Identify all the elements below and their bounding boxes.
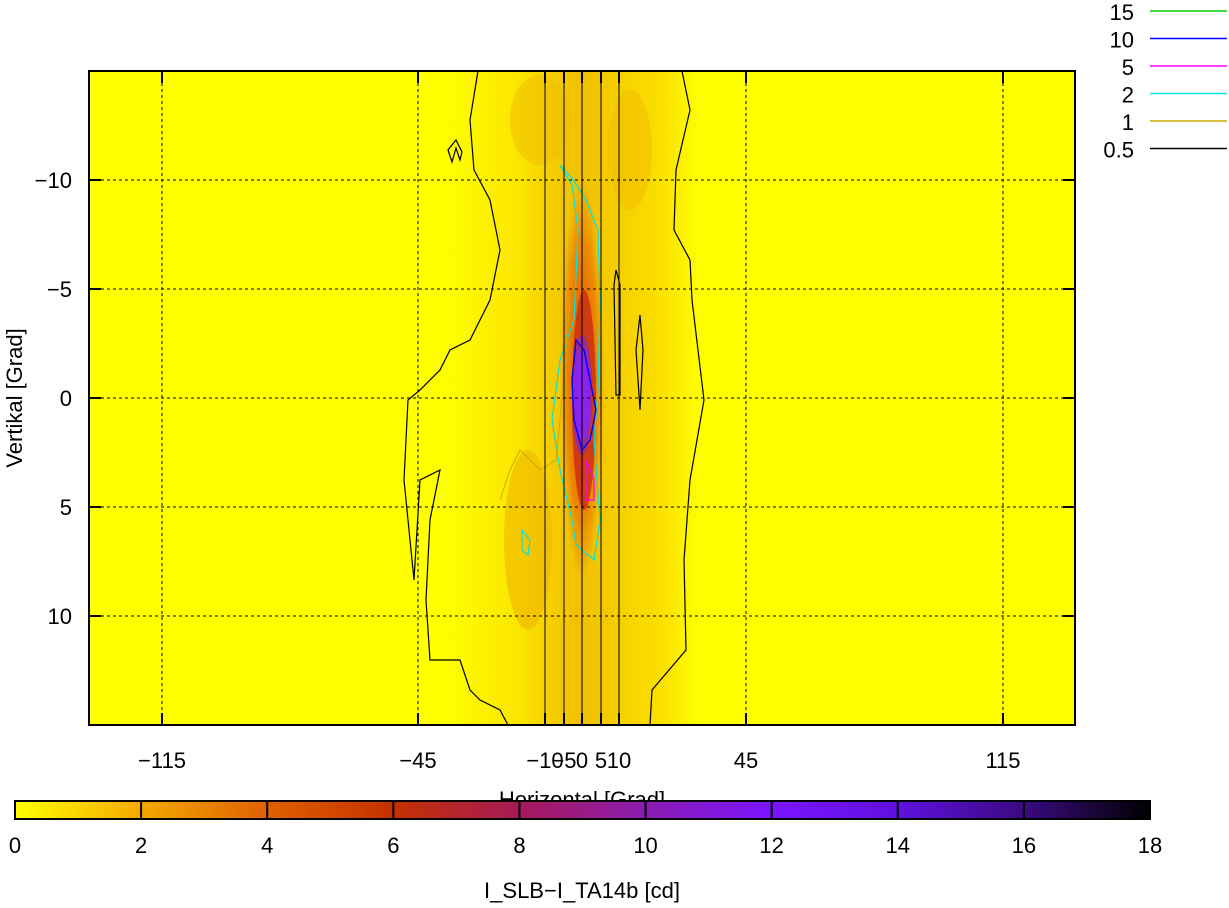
- colorbar-tick-label: 6: [387, 833, 399, 858]
- contour-0.5-right: [649, 70, 705, 726]
- x-tick-label: −115: [138, 748, 186, 773]
- x-tick-label: −5: [551, 748, 576, 773]
- colorbar: 0 2 4 6 8 10 12 14 16 18 I_SLB−I_TA14b [cd]: [9, 800, 1162, 903]
- colorbar-tick-label: 2: [135, 833, 147, 858]
- x-tick-label: 45: [734, 748, 758, 773]
- colorbar-tick-label: 0: [9, 833, 21, 858]
- colorbar-tick-label: 10: [633, 833, 657, 858]
- colorbar-tick-label: 14: [886, 833, 910, 858]
- y-ticks: −10 −5 0 5 10: [35, 168, 1075, 629]
- legend-label: 2: [1122, 83, 1134, 108]
- legend-label: 10: [1110, 28, 1134, 53]
- x-tick-label: 10: [607, 748, 631, 773]
- heatmap-band-upper: [510, 75, 570, 165]
- colorbar-tick-label: 12: [759, 833, 783, 858]
- x-ticks: −115 −45 −10−5 0 5 10 45 115: [138, 71, 1021, 773]
- y-axis-label: Vertikal [Grad]: [2, 328, 27, 467]
- x-tick-label: 5: [595, 748, 607, 773]
- colorbar-tick-label: 8: [513, 833, 525, 858]
- x-tick-label: 0: [576, 748, 588, 773]
- contour-0.5-island-left: [447, 138, 463, 165]
- contour-1: [499, 299, 571, 501]
- legend-label: 5: [1122, 55, 1134, 80]
- legend-label: 1: [1122, 110, 1134, 135]
- colorbar-rect: [14, 800, 1151, 820]
- contour-10: [571, 338, 597, 452]
- colorbar-label: I_SLB−I_TA14b [cd]: [484, 878, 680, 903]
- legend-label: 15: [1110, 0, 1134, 25]
- x-tick-label: −10: [526, 748, 563, 773]
- y-tick-label: −10: [35, 168, 72, 193]
- colorbar-ticks: 0 2 4 6 8 10 12 14 16 18: [9, 801, 1162, 858]
- contour-0.5-main: [403, 70, 509, 726]
- heatmap-band-left: [504, 450, 552, 630]
- grid-lines: [89, 71, 1075, 725]
- contour-legend: 15 105 21 0.5: [1103, 0, 1227, 163]
- contour-2: [551, 164, 601, 562]
- contour-2-island: [521, 528, 531, 557]
- legend-label: 0.5: [1103, 138, 1134, 163]
- colorbar-tick-label: 4: [261, 833, 273, 858]
- y-tick-label: 10: [48, 604, 72, 629]
- colorbar-tick-label: 16: [1012, 833, 1036, 858]
- contour-5: [585, 459, 595, 501]
- y-tick-label: 0: [60, 386, 72, 411]
- colorbar-tick-label: 18: [1138, 833, 1162, 858]
- y-tick-label: 5: [60, 495, 72, 520]
- x-tick-label: 115: [985, 748, 1020, 773]
- y-tick-label: −5: [47, 277, 72, 302]
- heatmap-band-right: [608, 90, 652, 210]
- x-tick-label: −45: [399, 748, 436, 773]
